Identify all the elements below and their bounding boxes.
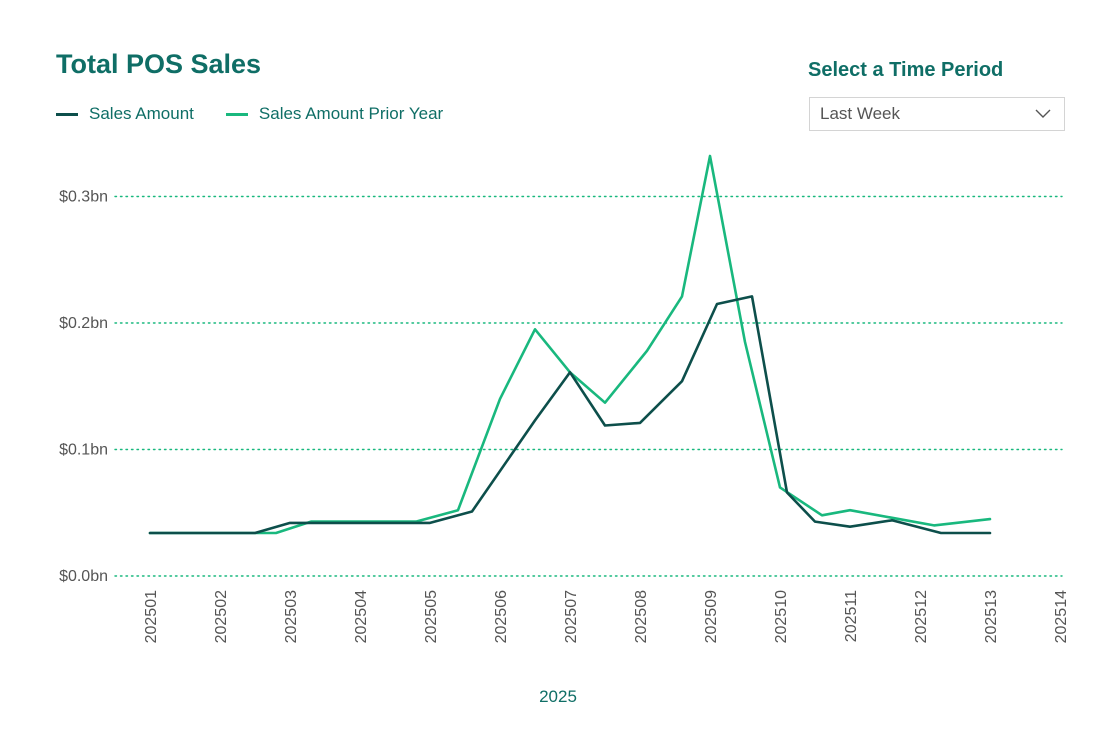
- x-tick-label: 202512: [913, 590, 930, 643]
- series-line-prior-year[interactable]: [148, 154, 992, 535]
- legend-label-sales: Sales Amount: [89, 104, 194, 123]
- period-selector-title: Select a Time Period: [808, 59, 1004, 81]
- legend-swatch-prior-year: [225, 112, 248, 116]
- legend-label-prior-year: Sales Amount Prior Year: [258, 104, 444, 123]
- x-tick-label: 202513: [983, 590, 1000, 643]
- x-tick-label: 202514: [1053, 590, 1070, 643]
- y-tick-label: $0.2bn: [59, 315, 108, 332]
- x-tick-label: 202507: [563, 590, 580, 643]
- x-tick-label: 202506: [493, 590, 510, 643]
- chevron-down-icon[interactable]: [1034, 104, 1052, 122]
- x-tick-label: 202511: [843, 590, 860, 642]
- series-line-sales[interactable]: [148, 295, 992, 535]
- y-tick-label: $0.0bn: [59, 568, 108, 585]
- x-tick-label: 202508: [633, 590, 650, 643]
- x-tick-label: 202509: [703, 590, 720, 643]
- legend-swatch-sales: [56, 112, 78, 116]
- x-tick-label: 202502: [213, 590, 230, 643]
- chart-title: Total POS Sales: [56, 49, 262, 79]
- legend: Sales Amount Sales Amount Prior Year: [56, 104, 475, 124]
- x-tick-label: 202504: [353, 590, 370, 643]
- legend-item-sales[interactable]: Sales Amount: [56, 104, 194, 124]
- x-tick-label: 202501: [143, 590, 160, 643]
- x-tick-label: 202510: [773, 590, 790, 643]
- x-tick-label: 202503: [283, 590, 300, 643]
- time-period-selected-value: Last Week: [820, 104, 901, 123]
- y-tick-label: $0.3bn: [59, 189, 108, 206]
- time-period-dropdown[interactable]: Last Week: [809, 97, 1065, 131]
- x-tick-label: 202505: [423, 590, 440, 643]
- legend-item-prior-year[interactable]: Sales Amount Prior Year: [225, 104, 444, 124]
- x-axis-title: 2025: [539, 687, 577, 706]
- y-tick-label: $0.1bn: [59, 442, 108, 459]
